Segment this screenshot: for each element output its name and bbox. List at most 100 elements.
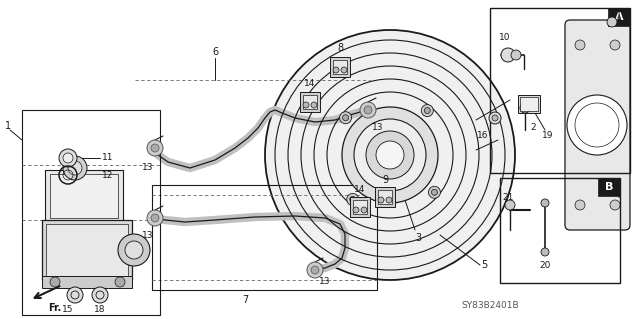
Circle shape [492,115,498,121]
Text: 1: 1 [5,121,11,131]
Circle shape [147,210,163,226]
Bar [520,97,538,111]
Bar [45,170,123,222]
Circle shape [354,119,426,191]
Circle shape [149,212,161,224]
Circle shape [147,140,163,156]
FancyBboxPatch shape [565,20,630,230]
Text: A: A [614,12,623,22]
Circle shape [428,186,440,198]
Circle shape [431,189,437,195]
Circle shape [610,200,620,210]
Circle shape [67,287,83,303]
Circle shape [489,112,501,124]
Circle shape [607,17,617,27]
Bar [598,178,620,196]
Text: 6: 6 [212,47,218,57]
Bar [500,178,620,283]
Circle shape [610,40,620,50]
Circle shape [347,193,358,205]
Text: 5: 5 [481,260,487,270]
Bar [333,60,347,74]
Bar [353,200,367,214]
Circle shape [376,141,404,169]
Circle shape [342,107,438,203]
Text: 18: 18 [94,306,106,315]
Circle shape [575,200,585,210]
Circle shape [567,95,627,155]
Text: 15: 15 [62,306,74,315]
Circle shape [68,161,82,175]
Circle shape [342,115,349,121]
Text: 10: 10 [499,33,511,42]
Circle shape [311,102,317,108]
Text: 4: 4 [615,190,621,200]
Bar [22,110,160,315]
Circle shape [307,262,323,278]
Bar [518,95,540,113]
Circle shape [125,241,143,259]
Text: 17: 17 [616,11,628,19]
Circle shape [353,207,359,213]
Text: 13: 13 [142,232,154,241]
Bar [330,57,350,77]
Circle shape [541,248,549,256]
Circle shape [349,197,356,203]
Bar [608,8,630,26]
Text: 8: 8 [337,43,343,53]
Circle shape [364,106,372,114]
Bar [378,190,392,204]
Text: 12: 12 [102,170,114,180]
Circle shape [59,149,77,167]
Text: 21: 21 [502,192,514,202]
Bar [490,8,630,173]
Circle shape [333,67,339,73]
Text: 13: 13 [142,164,154,173]
Circle shape [148,141,162,155]
Text: 19: 19 [542,130,554,139]
Text: 9: 9 [382,175,388,185]
Circle shape [511,50,521,60]
Text: 16: 16 [477,131,489,140]
Circle shape [541,199,549,207]
Bar [300,92,320,112]
Text: 14: 14 [355,186,365,195]
Bar [375,187,395,207]
Circle shape [310,265,320,275]
Bar [50,174,118,218]
Bar [303,95,317,109]
Circle shape [63,156,87,180]
Circle shape [115,277,125,287]
Circle shape [363,105,373,115]
Circle shape [421,105,433,116]
Circle shape [361,207,367,213]
Circle shape [386,197,392,203]
Text: 20: 20 [540,261,550,270]
Circle shape [366,131,414,179]
Circle shape [575,40,585,50]
Circle shape [360,102,376,118]
Text: 3: 3 [415,233,421,243]
Circle shape [311,266,319,274]
Text: 13: 13 [372,123,384,132]
Circle shape [63,153,73,163]
Text: B: B [605,182,613,192]
Circle shape [505,200,515,210]
Bar [152,185,377,290]
Circle shape [265,30,515,280]
Circle shape [151,144,159,152]
Bar [350,197,370,217]
Circle shape [424,108,430,114]
Circle shape [340,112,351,124]
Bar [42,220,132,280]
Circle shape [378,197,384,203]
Text: 7: 7 [242,295,248,305]
Circle shape [50,277,60,287]
Circle shape [118,234,150,266]
Text: 14: 14 [304,78,316,87]
Circle shape [520,103,530,113]
Text: 11: 11 [102,153,114,162]
Circle shape [151,214,159,222]
Text: 13: 13 [319,278,331,286]
Text: SY83B2401B: SY83B2401B [461,301,519,310]
